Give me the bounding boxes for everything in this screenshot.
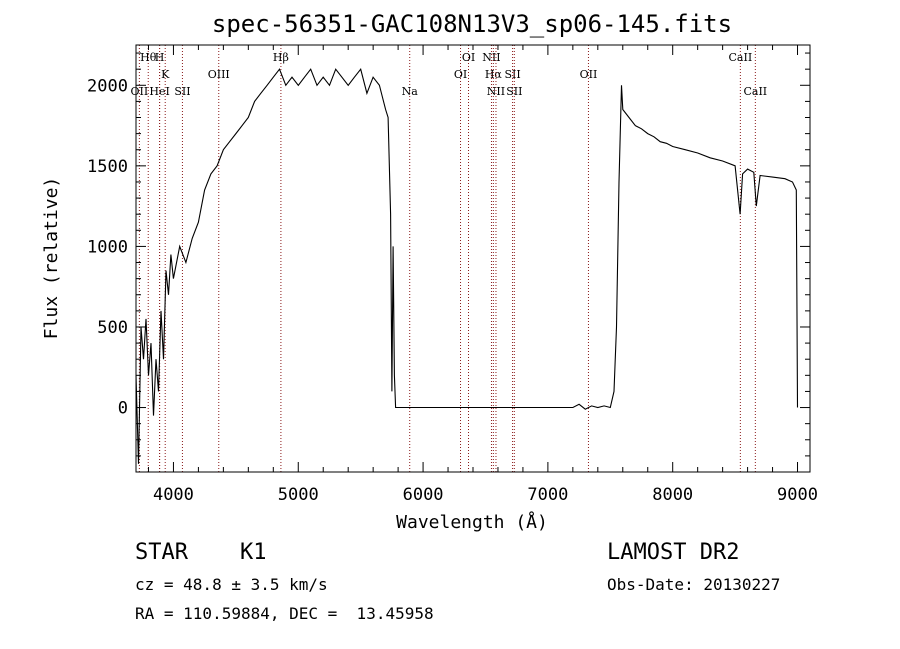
line-marker-label-13: NII xyxy=(487,85,505,98)
chart-title: spec-56351-GAC108N13V3_sp06-145.fits xyxy=(212,10,732,38)
line-marker-label-6: OIII xyxy=(208,68,230,81)
observation-date: Obs-Date: 20130227 xyxy=(607,575,781,594)
x-tick-label-8000: 8000 xyxy=(652,485,693,505)
x-axis-label: Wavelength (Å) xyxy=(396,511,548,533)
x-tick-label-9000: 9000 xyxy=(777,485,818,505)
line-marker-label-15: SII xyxy=(506,85,522,98)
line-marker-label-18: CaII xyxy=(743,85,767,98)
line-marker-label-11: NII xyxy=(482,51,500,64)
line-marker-label-2: OII xyxy=(131,85,149,98)
y-tick-label-0: 0 xyxy=(118,399,128,419)
y-tick-label-1500: 1500 xyxy=(87,157,128,177)
line-marker-label-8: Na xyxy=(402,85,419,98)
survey-name: LAMOST DR2 xyxy=(607,540,740,565)
y-tick-label-1000: 1000 xyxy=(87,237,128,257)
line-marker-label-16: OII xyxy=(580,68,598,81)
line-marker-label-5: SII xyxy=(174,85,190,98)
line-marker-label-0: Hθ xyxy=(140,51,157,64)
line-marker-label-9: OI xyxy=(454,68,467,81)
line-marker-label-12: Hα xyxy=(485,68,503,81)
line-marker-label-17: CaII xyxy=(729,51,753,64)
ra-dec: RA = 110.59884, DEC = 13.45958 xyxy=(135,604,434,623)
y-axis-label: Flux (relative) xyxy=(41,177,62,340)
line-marker-label-10: OI xyxy=(462,51,475,64)
y-tick-label-2000: 2000 xyxy=(87,76,128,96)
x-tick-label-7000: 7000 xyxy=(527,485,568,505)
line-marker-label-4: K xyxy=(161,68,170,81)
line-marker-label-7: Hβ xyxy=(273,51,289,64)
redshift-cz: cz = 48.8 ± 3.5 km/s xyxy=(135,575,328,594)
x-tick-label-6000: 6000 xyxy=(403,485,444,505)
object-subclass: K1 xyxy=(240,540,267,565)
line-marker-label-3: HeI xyxy=(149,85,169,98)
y-tick-label-500: 500 xyxy=(97,318,128,338)
x-tick-label-4000: 4000 xyxy=(153,485,194,505)
object-class: STAR xyxy=(135,540,188,565)
x-tick-label-5000: 5000 xyxy=(278,485,319,505)
spectrum-line xyxy=(135,67,799,464)
line-marker-label-14: SII xyxy=(504,68,520,81)
